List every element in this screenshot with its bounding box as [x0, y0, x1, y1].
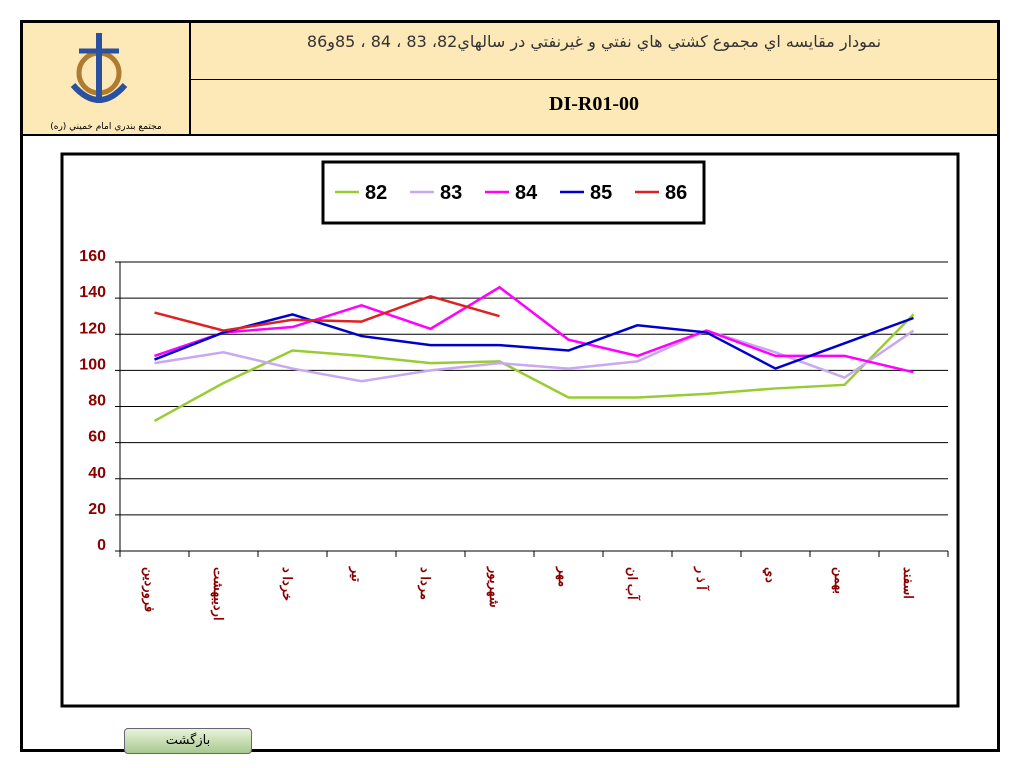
legend-label: 83: [440, 182, 462, 204]
y-tick-label: 100: [79, 356, 106, 373]
x-tick-label: مردا د: [417, 567, 433, 600]
legend-label: 84: [515, 182, 538, 204]
y-tick-label: 60: [88, 429, 106, 446]
series-line: [154, 313, 914, 370]
y-tick-label: 20: [88, 501, 106, 518]
title: نمودار مقايسه اي مجموع كشتي هاي نفتي و غ…: [191, 23, 997, 80]
back-button[interactable]: بازگشت: [124, 728, 252, 754]
legend-label: 85: [590, 182, 612, 204]
x-tick-label: شهريور: [486, 566, 502, 608]
logo-caption: مجتمع بندري امام خميني (ره): [50, 122, 162, 132]
legend-label: 82: [365, 182, 387, 204]
frame: مجتمع بندري امام خميني (ره) نمودار مقايس…: [20, 20, 1000, 752]
series-line: [154, 285, 914, 374]
y-tick-label: 40: [88, 465, 106, 482]
x-tick-label: اسفند: [901, 567, 916, 599]
logo: مجتمع بندري امام خميني (ره): [23, 23, 191, 134]
legend-label: 86: [665, 182, 687, 204]
chart-box: [60, 152, 960, 708]
y-tick-label: 80: [88, 393, 106, 410]
doc-code: DI-R01-00: [549, 93, 639, 115]
header: مجتمع بندري امام خميني (ره) نمودار مقايس…: [23, 23, 997, 136]
y-tick-label: 120: [79, 320, 106, 337]
y-tick-label: 0: [97, 537, 106, 554]
x-tick-label: آب ان: [625, 567, 641, 601]
x-tick-label: فروردين: [141, 567, 157, 612]
series-line: [153, 313, 915, 423]
x-tick-label: خردا د: [279, 567, 295, 601]
x-tick-label: تير: [348, 566, 364, 582]
x-tick-label: بهمن: [831, 567, 847, 594]
x-tick-label: دي: [762, 567, 778, 583]
x-tick-label: مهر: [555, 566, 571, 587]
series-line: [154, 295, 500, 332]
x-tick-label: آ ذ ر: [693, 566, 710, 591]
x-tick-label: ارديبهشت: [210, 567, 226, 621]
anchor-icon: [70, 33, 128, 103]
y-tick-label: 140: [79, 284, 106, 301]
y-tick-label: 160: [79, 248, 106, 265]
